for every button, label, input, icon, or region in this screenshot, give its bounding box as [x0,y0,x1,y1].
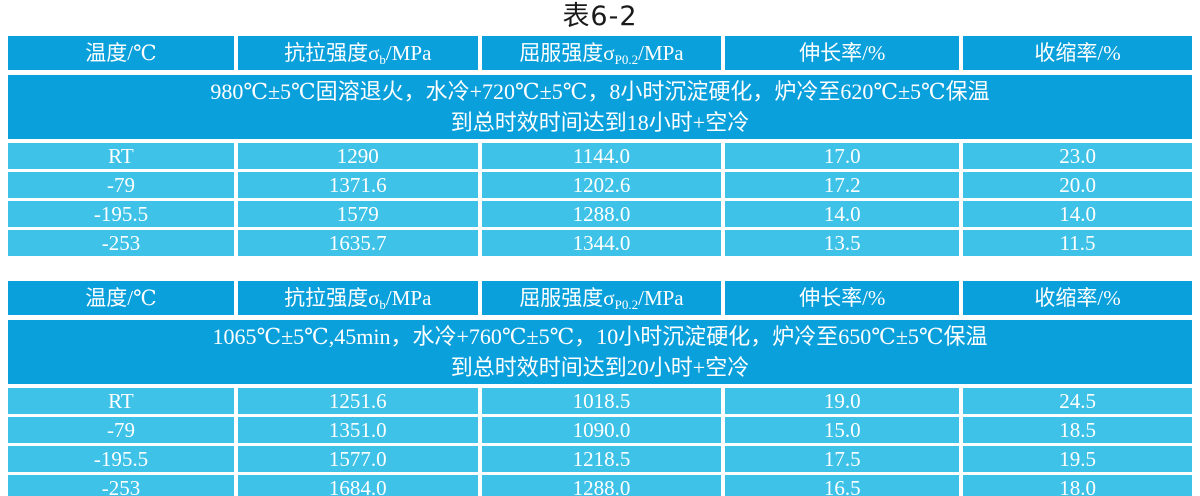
col-header-yield-subscript: P0.2 [614,297,639,312]
table-cell-temperature: RT [8,143,234,169]
table-cell-tensile: 1290 [237,143,478,169]
table-cell-yield: 1288.0 [481,475,722,496]
col-header-temperature: 温度/℃ [8,36,234,70]
col-header-tensile-prefix: 抗拉强度σ [284,41,380,65]
table-1: 温度/℃ 抗拉强度σb/MPa 屈服强度σP0.2/MPa 伸长率/% 收缩率/… [8,36,1192,256]
table-cell-tensile: 1635.7 [237,230,478,256]
col-header-tensile-subscript: b [379,52,386,67]
col-header-yield-prefix: 屈服强度σ [519,286,615,310]
col-header-reduction: 收缩率/% [963,36,1192,70]
table-cell-yield: 1090.0 [481,417,722,443]
col-header-reduction: 收缩率/% [963,281,1192,315]
table-2: 温度/℃ 抗拉强度σb/MPa 屈服强度σP0.2/MPa 伸长率/% 收缩率/… [8,281,1192,496]
table-cell-reduction: 14.0 [963,201,1192,227]
table-row: -195.5 1577.0 1218.5 17.5 19.5 [8,446,1192,472]
col-header-elongation: 伸长率/% [725,36,960,70]
table-row: -79 1371.6 1202.6 17.2 20.0 [8,172,1192,198]
col-header-tensile-prefix: 抗拉强度σ [284,286,380,310]
col-header-yield-prefix: 屈服强度σ [519,41,615,65]
table-row: -195.5 1579 1288.0 14.0 14.0 [8,201,1192,227]
table-cell-tensile: 1684.0 [237,475,478,496]
col-header-tensile-suffix: /MPa [385,41,432,65]
table-cell-reduction: 20.0 [963,172,1192,198]
table-row: RT 1290 1144.0 17.0 23.0 [8,143,1192,169]
table-cell-reduction: 18.0 [963,475,1192,496]
col-header-yield-strength: 屈服强度σP0.2/MPa [481,281,722,315]
table-cell-elongation: 19.0 [725,388,960,414]
col-header-temperature: 温度/℃ [8,281,234,315]
table-cell-yield: 1288.0 [481,201,722,227]
table-cell-yield: 1202.6 [481,172,722,198]
table-cell-temperature: -195.5 [8,446,234,472]
table-cell-tensile: 1577.0 [237,446,478,472]
col-header-yield-strength: 屈服强度σP0.2/MPa [481,36,722,70]
col-header-elongation: 伸长率/% [725,281,960,315]
condition-line-2: 到总时效时间达到20小时+空冷 [450,355,750,380]
col-header-tensile-strength: 抗拉强度σb/MPa [237,281,478,315]
table-row: RT 1251.6 1018.5 19.0 24.5 [8,388,1192,414]
table-cell-elongation: 17.0 [725,143,960,169]
table-row: -253 1684.0 1288.0 16.5 18.0 [8,475,1192,496]
table-2-header-row: 温度/℃ 抗拉强度σb/MPa 屈服强度σP0.2/MPa 伸长率/% 收缩率/… [8,281,1192,315]
table-cell-elongation: 17.5 [725,446,960,472]
table-cell-yield: 1018.5 [481,388,722,414]
table-cell-temperature: -195.5 [8,201,234,227]
table-cell-temperature: RT [8,388,234,414]
table-row: -79 1351.0 1090.0 15.0 18.5 [8,417,1192,443]
table-cell-elongation: 16.5 [725,475,960,496]
table-cell-elongation: 13.5 [725,230,960,256]
table-cell-yield: 1218.5 [481,446,722,472]
table-cell-reduction: 24.5 [963,388,1192,414]
table-cell-reduction: 23.0 [963,143,1192,169]
table-cell-reduction: 18.5 [963,417,1192,443]
table-cell-temperature: -253 [8,230,234,256]
table-cell-tensile: 1371.6 [237,172,478,198]
table-2-heat-treatment-condition: 1065℃±5℃,45min，水冷+760℃±5℃，10小时沉淀硬化，炉冷至65… [8,320,1192,384]
col-header-yield-suffix: /MPa [638,286,684,310]
table-row: -253 1635.7 1344.0 13.5 11.5 [8,230,1192,256]
table-cell-yield: 1344.0 [481,230,722,256]
table-cell-tensile: 1351.0 [237,417,478,443]
table-1-header-row: 温度/℃ 抗拉强度σb/MPa 屈服强度σP0.2/MPa 伸长率/% 收缩率/… [8,36,1192,70]
condition-line-2: 到总时效时间达到18小时+空冷 [450,110,750,135]
col-header-tensile-suffix: /MPa [385,286,432,310]
table-cell-temperature: -79 [8,172,234,198]
table-cell-elongation: 17.2 [725,172,960,198]
table-cell-elongation: 14.0 [725,201,960,227]
col-header-tensile-subscript: b [379,297,386,312]
table-cell-temperature: -253 [8,475,234,496]
table-cell-tensile: 1579 [237,201,478,227]
condition-line-1: 1065℃±5℃,45min，水冷+760℃±5℃，10小时沉淀硬化，炉冷至65… [212,324,988,349]
condition-line-1: 980℃±5℃固溶退火，水冷+720℃±5℃，8小时沉淀硬化，炉冷至620℃±5… [210,79,990,104]
table-cell-elongation: 15.0 [725,417,960,443]
table-cell-reduction: 11.5 [963,230,1192,256]
table-cell-reduction: 19.5 [963,446,1192,472]
table-cell-tensile: 1251.6 [237,388,478,414]
col-header-yield-suffix: /MPa [638,41,684,65]
table-cell-temperature: -79 [8,417,234,443]
table-1-heat-treatment-condition: 980℃±5℃固溶退火，水冷+720℃±5℃，8小时沉淀硬化，炉冷至620℃±5… [8,75,1192,139]
table-separator [0,259,1200,281]
col-header-yield-subscript: P0.2 [614,52,639,67]
col-header-tensile-strength: 抗拉强度σb/MPa [237,36,478,70]
table-title: 表6-2 [562,1,638,32]
table-cell-yield: 1144.0 [481,143,722,169]
